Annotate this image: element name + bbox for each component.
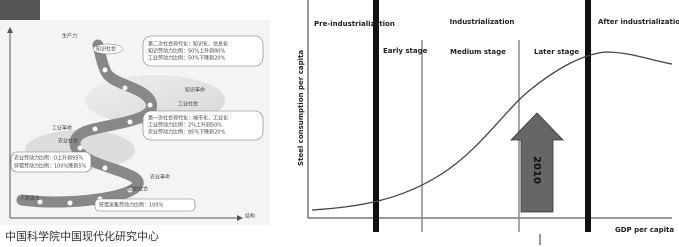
page: {"left_diagram": { "axis_y": "生产力", "axi… [0, 0, 679, 247]
stage-label: Later stage [534, 48, 579, 56]
note-line: 工业劳动力比例：2%上升到50% [148, 122, 222, 129]
stage: 原始社会 [128, 186, 148, 193]
marker-label: 2010 [531, 156, 542, 184]
stage: 农业革命 [150, 174, 170, 181]
corner-shade [0, 0, 40, 20]
stage: 工业革命 [52, 125, 72, 132]
note-line: 农业劳动力比例：0上升到95% [14, 155, 84, 162]
y-axis-label: Steel consumption per capita [297, 50, 305, 166]
note-line: 狩猎采集劳动力比例：100% [99, 202, 164, 209]
note-line: 知识劳动力比例：50%上升到80% [148, 48, 225, 55]
stage: 人类诞生 [20, 195, 40, 202]
right-diagram: 2010 Pre-industrialization Industrializa… [290, 0, 679, 247]
phase-label: Pre-industrialization [314, 20, 395, 28]
axis-label: 结构 [245, 213, 255, 220]
left-diagram: 生产力 结构 知识社会 知识革命 工业社会 工业革命 农业社会 农业革命 原始社… [0, 0, 270, 243]
panel [290, 0, 679, 247]
axis-label: 生产力 [62, 33, 77, 40]
phase-label: After industrialization [598, 18, 679, 26]
figure: 生产力 结构 知识社会 知识革命 工业社会 工业革命 农业社会 农业革命 原始社… [0, 0, 679, 247]
stage: 农业社会 [58, 138, 78, 145]
stage: 知识社会 [96, 46, 116, 53]
phase-label: Industrialization [450, 18, 515, 26]
caption: 中国科学院中国现代化研究中心 [5, 229, 159, 243]
note-line: 第二次社会现代化：知识化，信息化 [148, 41, 228, 48]
stage: 工业社会 [178, 101, 198, 108]
note-line: 工业劳动力比例：50%下降到20% [148, 55, 225, 62]
x-axis-label: GDP per capita [615, 226, 674, 234]
note-line: 狩猎劳动力比例：100%降到5% [14, 163, 86, 170]
stage-label: Medium stage [450, 48, 506, 56]
stage: 知识革命 [185, 87, 205, 94]
note-line: 第一次社会现代化：城市化，工业化 [148, 115, 228, 122]
stage-label: Early stage [383, 47, 428, 55]
note-line: 农业劳动力比例：95%下降到20% [148, 129, 225, 136]
